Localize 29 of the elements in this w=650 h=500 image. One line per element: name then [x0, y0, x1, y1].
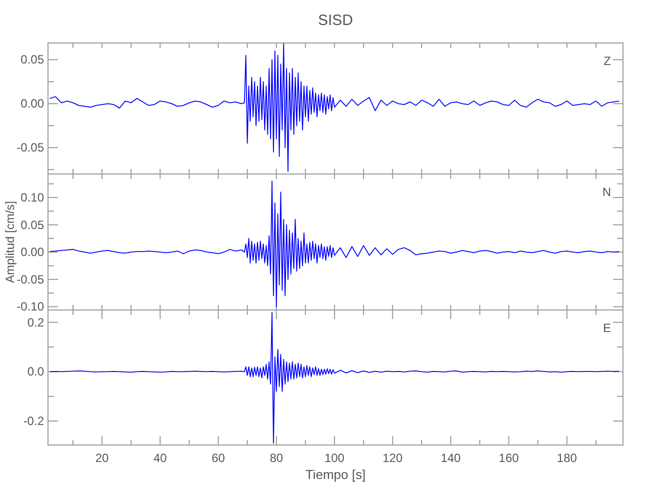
- y-tick-label: 0.05: [20, 218, 44, 232]
- y-tick-label: 0.0: [27, 364, 44, 379]
- y-tick-label: -0.05: [16, 272, 44, 286]
- y-tick-label: 0.00: [20, 245, 44, 260]
- x-tick-label: 100: [324, 451, 345, 465]
- y-tick-label: -0.05: [16, 140, 44, 155]
- annotation: Z: [604, 54, 611, 68]
- line-series: [49, 43, 620, 172]
- y-tick-label: 0.10: [20, 190, 44, 204]
- x-tick-label: 180: [556, 451, 578, 465]
- x-tick-label: 20: [95, 451, 110, 465]
- y-tick-label: -0.2: [23, 414, 44, 428]
- y-tick-label: 0.2: [27, 315, 44, 330]
- y-tick-label: -0.10: [16, 300, 44, 314]
- x-tick-label: 80: [270, 451, 284, 465]
- x-tick-label: 120: [382, 451, 403, 465]
- y-axis-title: Amplitud [cm/s]: [3, 200, 17, 284]
- x-tick-label: 140: [440, 451, 462, 465]
- x-tick-label: 40: [153, 451, 168, 465]
- y-tick-label: 0.05: [20, 52, 44, 67]
- x-axis-title: Tiempo [s]: [305, 467, 366, 482]
- line-series: [49, 312, 620, 444]
- annotation: E: [602, 321, 611, 335]
- annotation: N: [602, 185, 611, 199]
- chart-title: SISD: [318, 12, 354, 29]
- x-tick-label: 160: [498, 451, 520, 465]
- line-series: [49, 180, 620, 308]
- x-tick-label: 60: [212, 451, 226, 465]
- y-tick-label: 0.00: [20, 96, 44, 111]
